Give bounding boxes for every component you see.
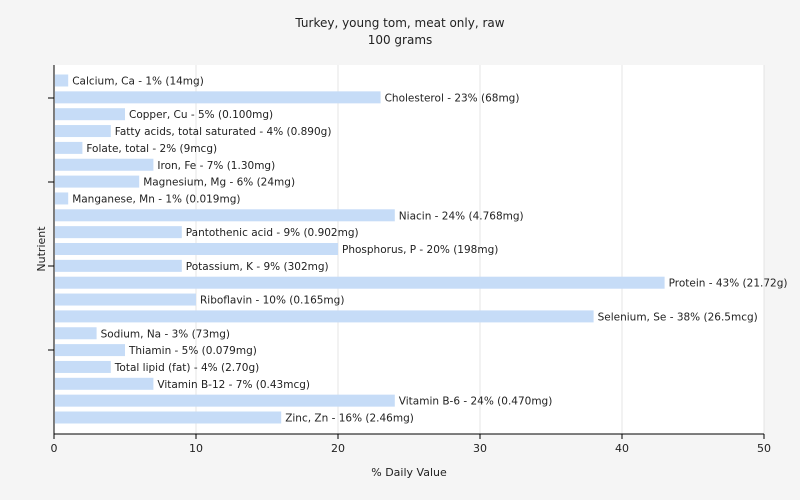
bar [55, 377, 154, 390]
bar-label: Vitamin B-12 - 7% (0.43mcg) [157, 379, 310, 391]
bar-label: Potassium, K - 9% (302mg) [186, 261, 329, 273]
y-axis-title: Nutrient [35, 226, 48, 272]
bar-label: Iron, Fe - 7% (1.30mg) [157, 160, 275, 172]
bar [55, 141, 83, 154]
bar-label: Sodium, Na - 3% (73mg) [101, 328, 230, 340]
x-tick-label: 0 [51, 442, 58, 455]
bar [55, 327, 97, 340]
x-tick-label: 30 [473, 442, 487, 455]
bar [55, 310, 594, 323]
axes-group: 0 10 20 30 40 50 [48, 65, 771, 455]
bar [55, 125, 111, 138]
bar [55, 394, 395, 407]
bar-label: Calcium, Ca - 1% (14mg) [72, 76, 204, 88]
bar [55, 360, 111, 373]
bar [55, 259, 182, 272]
bar-label: Thiamin - 5% (0.079mg) [128, 345, 257, 357]
x-tick-label: 10 [189, 442, 203, 455]
bar [55, 91, 381, 104]
bar [55, 276, 665, 289]
bar-label: Cholesterol - 23% (68mg) [385, 92, 520, 104]
bar-label: Total lipid (fat) - 4% (2.70g) [114, 362, 259, 374]
bar-label: Zinc, Zn - 16% (2.46mg) [285, 413, 414, 425]
bar [55, 209, 395, 222]
bar [55, 411, 282, 424]
x-tick-label: 50 [757, 442, 771, 455]
bar [55, 158, 154, 171]
bar [55, 226, 182, 239]
bar-label: Phosphorus, P - 20% (198mg) [342, 244, 498, 256]
bar-label: Protein - 43% (21.72g) [669, 278, 788, 290]
bar-label: Magnesium, Mg - 6% (24mg) [143, 177, 295, 189]
bar-label: Niacin - 24% (4.768mg) [399, 210, 524, 222]
bar [55, 192, 69, 205]
bar [55, 243, 338, 255]
chart-subtitle: 100 grams [368, 33, 433, 47]
bar [55, 293, 196, 306]
bar [55, 175, 140, 188]
bar [55, 344, 125, 357]
bar [55, 74, 69, 87]
x-axis-title: % Daily Value [371, 466, 447, 479]
bar [55, 108, 125, 121]
chart-title: Turkey, young tom, meat only, raw [294, 16, 504, 30]
bar-label: Vitamin B-6 - 24% (0.470mg) [399, 396, 553, 408]
bar-label: Riboflavin - 10% (0.165mg) [200, 295, 344, 307]
x-tick-label: 40 [615, 442, 629, 455]
x-tick-label: 20 [331, 442, 345, 455]
bar-label: Fatty acids, total saturated - 4% (0.890… [115, 126, 332, 138]
bar-label: Manganese, Mn - 1% (0.019mg) [72, 193, 240, 205]
bar-label: Folate, total - 2% (9mcg) [86, 143, 217, 155]
bar-label: Pantothenic acid - 9% (0.902mg) [186, 227, 359, 239]
bar-label: Selenium, Se - 38% (26.5mcg) [598, 311, 758, 323]
bar-label: Copper, Cu - 5% (0.100mg) [129, 109, 273, 121]
bars-group: Calcium, Ca - 1% (14mg) Cholesterol - 23%… [55, 74, 788, 425]
